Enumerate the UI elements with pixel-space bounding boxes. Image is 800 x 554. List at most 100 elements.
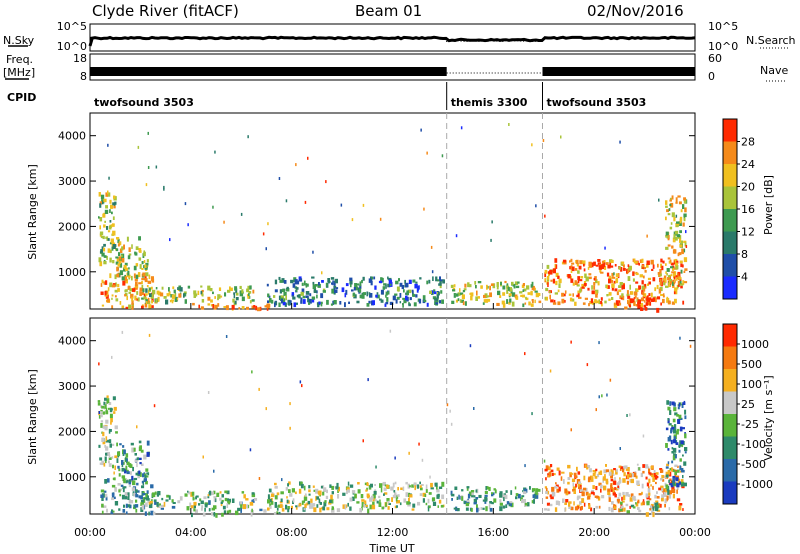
range-cell [615, 278, 618, 282]
range-cell [239, 290, 243, 294]
range-cell [557, 301, 561, 306]
colorbar-swatch [723, 414, 737, 437]
range-cell [278, 511, 281, 514]
range-cell [287, 506, 290, 510]
range-cell [138, 457, 142, 460]
range-cell [667, 213, 671, 216]
range-cell [531, 143, 533, 147]
range-cell [544, 269, 548, 274]
range-cell [561, 292, 564, 297]
range-cell [233, 292, 235, 295]
range-cell [638, 509, 642, 513]
range-cell [425, 502, 428, 506]
range-cell [530, 303, 534, 307]
range-cell [102, 425, 105, 429]
range-cell [147, 131, 149, 135]
range-cell [146, 451, 150, 457]
colorbar-swatch [723, 231, 737, 255]
range-cell [211, 507, 215, 511]
range-cell [210, 491, 214, 496]
range-cell [128, 304, 131, 309]
range-cell [357, 287, 360, 293]
range-cell [111, 509, 114, 512]
range-cell [683, 270, 686, 273]
range-cell [266, 283, 269, 287]
range-cell [622, 495, 626, 501]
range-cell [573, 472, 577, 476]
range-cell [274, 505, 278, 508]
range-cell [155, 299, 157, 304]
range-cell [581, 283, 584, 287]
range-cell [124, 292, 128, 297]
range-cell [421, 484, 424, 486]
range-cell [186, 506, 190, 511]
range-cell [606, 284, 609, 289]
range-cell [569, 266, 572, 270]
range-cell [147, 166, 150, 169]
range-cell [421, 458, 424, 462]
range-cell [310, 505, 314, 509]
range-cell [119, 248, 123, 253]
range-cell [154, 491, 157, 495]
range-cell [402, 303, 404, 308]
range-cell [674, 289, 678, 295]
range-cell [668, 282, 671, 287]
range-cell [145, 272, 149, 277]
range-cell [499, 491, 503, 495]
range-cell [137, 145, 140, 149]
range-cell [198, 503, 201, 506]
range-cell [320, 293, 324, 299]
range-cell [411, 484, 414, 488]
range-cell [602, 262, 606, 268]
range-cell [130, 442, 134, 446]
range-cell [163, 501, 166, 507]
range-cell [331, 508, 335, 513]
range-cell [486, 298, 491, 302]
range-cell [191, 512, 193, 518]
range-cell [419, 481, 421, 485]
range-cell [116, 458, 119, 463]
nave-label: Nave [760, 64, 788, 77]
range-cell [676, 222, 680, 226]
range-cell [450, 490, 453, 496]
range-cell [141, 304, 144, 307]
range-cell [610, 484, 613, 490]
range-cell [530, 290, 533, 296]
range-cell [622, 295, 625, 301]
range-cell [582, 487, 587, 491]
range-cell [117, 455, 119, 458]
range-cell [389, 301, 394, 305]
range-cell [405, 492, 409, 497]
range-cell [598, 299, 600, 305]
range-cell [671, 480, 676, 486]
range-cell [430, 245, 433, 249]
range-cell [116, 257, 119, 263]
range-cell [147, 297, 150, 303]
range-cell [545, 491, 548, 494]
range-cell [666, 495, 669, 501]
range-cell [637, 507, 640, 510]
range-cell [107, 230, 111, 233]
range-cell [408, 303, 411, 307]
range-cell [136, 482, 139, 486]
range-cell [669, 468, 672, 471]
range-cell [231, 304, 235, 310]
range-cell [537, 293, 541, 296]
range-cell [677, 406, 680, 410]
range-cell [106, 255, 108, 260]
range-cell [669, 401, 672, 404]
range-cell [153, 499, 157, 502]
range-cell [555, 484, 559, 487]
range-cell [620, 267, 623, 272]
colorbar-tick-label: 28 [741, 136, 755, 149]
range-cell [383, 487, 387, 491]
range-cell [133, 447, 136, 452]
range-cell [634, 261, 638, 264]
range-cell [642, 464, 646, 468]
range-cell [558, 470, 561, 476]
range-cell [490, 283, 494, 286]
range-cell [138, 470, 141, 475]
range-cell [639, 259, 643, 264]
range-cell [679, 260, 683, 264]
range-cell [489, 507, 493, 512]
